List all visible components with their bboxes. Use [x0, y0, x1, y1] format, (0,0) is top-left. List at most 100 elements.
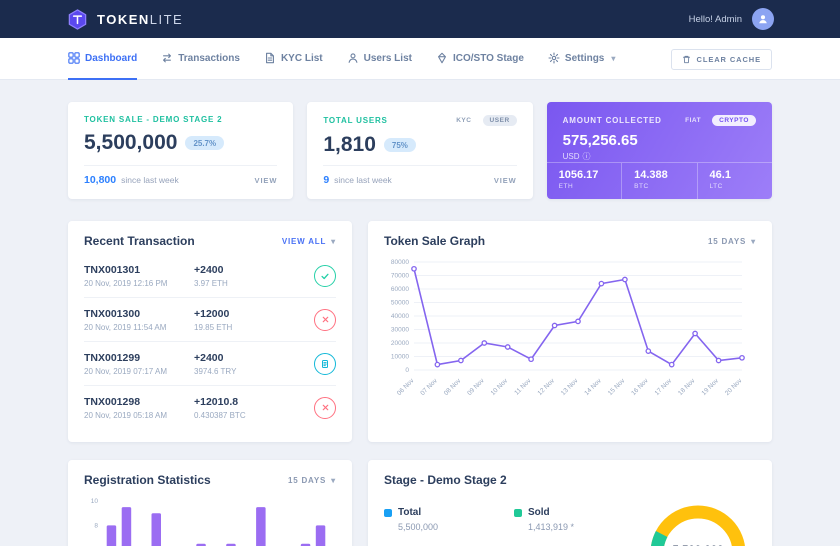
tab-users-list[interactable]: Users List [347, 38, 412, 80]
brand-logo-icon [66, 8, 89, 31]
legend-swatch [514, 508, 522, 517]
transaction-row[interactable]: TNX001301 20 Nov, 2019 12:16 PM +2400 3.… [84, 254, 336, 298]
total-users-value: 1,810 [323, 133, 376, 156]
stage-title: Stage - Demo Stage 2 [384, 473, 507, 487]
ltc-collected: 46.1 LTC [696, 163, 772, 199]
svg-text:16 Nov: 16 Nov [630, 377, 650, 397]
trash-icon [682, 55, 691, 64]
total-users-card: TOTAL USERS KYC USER 1,810 75% 9 since l… [307, 102, 533, 199]
total-users-view-link[interactable]: VIEW [493, 176, 517, 185]
document-icon [264, 52, 276, 64]
eth-collected: 1056.17 ETH [558, 169, 599, 190]
svg-text:70000: 70000 [391, 273, 409, 280]
svg-text:10: 10 [91, 498, 99, 505]
token-sale-chart: 0 10000 20000 30000 40000 50000 60000 70000 8000… [391, 259, 745, 397]
status-rejected-icon[interactable] [314, 396, 336, 419]
tab-settings[interactable]: Settings ▾ [548, 38, 615, 80]
brand[interactable]: TOKENLITE [66, 8, 183, 31]
nav-label: Transactions [178, 52, 240, 64]
kyc-tag[interactable]: KYC [456, 117, 472, 124]
token-sale-value: 5,500,000 [84, 131, 178, 154]
svg-text:09 Nov: 09 Nov [466, 377, 486, 397]
user-avatar[interactable] [752, 8, 774, 30]
svg-text:12 Nov: 12 Nov [536, 377, 556, 397]
svg-text:17 Nov: 17 Nov [654, 377, 674, 397]
stage-donut: 5,500,000 TLE [646, 501, 756, 546]
transaction-row[interactable]: TNX001298 20 Nov, 2019 05:18 AM +12010.8… [84, 386, 336, 429]
user-icon [347, 52, 359, 64]
tab-transactions[interactable]: Transactions [161, 38, 240, 80]
range-selector[interactable]: 15 DAYS ▾ [707, 236, 756, 246]
user-tag[interactable]: USER [482, 115, 517, 126]
nav-label: Settings [564, 52, 605, 64]
total-users-percent-badge: 75% [383, 138, 416, 152]
status-pending-icon[interactable] [314, 352, 336, 375]
main-nav: Dashboard Transactions KYC List Users Li… [68, 38, 615, 80]
token-sale-percent-badge: 25.7% [185, 136, 225, 150]
legend-swatch [384, 508, 392, 517]
legend-item-total: Total 5,500,000 [384, 507, 506, 532]
range-selector[interactable]: 15 DAYS ▾ [287, 475, 336, 485]
swap-arrows-icon [161, 52, 173, 64]
registration-chart: 246810 [91, 498, 326, 546]
nav-label: ICO/STO Stage [452, 52, 524, 64]
tab-ico-sto-stage[interactable]: ICO/STO Stage [436, 38, 524, 80]
token-sale-graph-card: Token Sale Graph 15 DAYS ▾ 0 10000 20000 30… [368, 221, 772, 442]
tab-kyc-list[interactable]: KYC List [264, 38, 323, 80]
btc-collected: 14.388 BTC [621, 163, 696, 199]
nav-label: Users List [363, 52, 412, 64]
clear-cache-button[interactable]: CLEAR CACHE [670, 48, 772, 70]
token-sale-title: TOKEN SALE - DEMO STAGE 2 [84, 115, 223, 124]
stage-legend: Total 5,500,000 Sold 1,413,919 * Sale % … [384, 501, 636, 546]
stage-card: Stage - Demo Stage 2 Total 5,500,000 Sol… [368, 460, 772, 546]
svg-text:10 Nov: 10 Nov [490, 377, 510, 397]
svg-text:80000: 80000 [391, 259, 409, 266]
status-approved-icon[interactable] [314, 264, 336, 287]
amount-collected-card: AMOUNT COLLECTED FIAT CRYPTO 575,256.65 … [546, 102, 772, 199]
recent-transactions-card: Recent Transaction VIEW ALL ▾ TNX001301 … [68, 221, 352, 442]
token-sale-delta: 10,800 [84, 174, 117, 186]
svg-text:11 Nov: 11 Nov [513, 377, 533, 397]
svg-text:10000: 10000 [391, 354, 409, 361]
nav-label: Dashboard [85, 52, 138, 64]
svg-text:07 Nov: 07 Nov [419, 377, 439, 397]
gem-icon [436, 52, 448, 64]
svg-text:8: 8 [94, 522, 98, 529]
total-users-title: TOTAL USERS [323, 116, 388, 125]
registration-statistics-card: Registration Statistics 15 DAYS ▾ 246810 [68, 460, 352, 546]
svg-text:0: 0 [405, 367, 409, 374]
registration-statistics-title: Registration Statistics [84, 473, 211, 487]
crypto-tag[interactable]: CRYPTO [712, 115, 756, 126]
chevron-down-icon: ▾ [751, 236, 756, 246]
svg-text:40000: 40000 [391, 313, 409, 320]
topbar: TOKENLITE Hello! Admin [0, 0, 840, 38]
svg-text:20000: 20000 [391, 340, 409, 347]
token-sale-card: TOKEN SALE - DEMO STAGE 2 5,500,000 25.7… [68, 102, 294, 199]
status-rejected-icon[interactable] [314, 308, 336, 331]
svg-text:14 Nov: 14 Nov [583, 377, 603, 397]
token-sale-view-link[interactable]: VIEW [254, 176, 278, 185]
svg-text:13 Nov: 13 Nov [560, 377, 580, 397]
chevron-down-icon: ▾ [331, 475, 336, 485]
currency-label: USD [562, 152, 580, 161]
chevron-down-icon: ▾ [611, 53, 616, 63]
legend-item-sold: Sold 1,413,919 * [514, 507, 636, 532]
view-all-link[interactable]: VIEW ALL ▾ [281, 236, 336, 246]
svg-text:08 Nov: 08 Nov [443, 377, 463, 397]
svg-text:15 Nov: 15 Nov [607, 377, 627, 397]
total-users-delta: 9 [323, 174, 330, 186]
tab-dashboard[interactable]: Dashboard [68, 38, 138, 80]
clear-cache-label: CLEAR CACHE [696, 54, 761, 64]
info-icon[interactable]: ⓘ [582, 152, 591, 161]
fiat-tag[interactable]: FIAT [685, 117, 702, 124]
svg-text:60000: 60000 [391, 286, 409, 293]
delta-note: since last week [121, 175, 179, 185]
svg-text:19 Nov: 19 Nov [700, 377, 720, 397]
transaction-row[interactable]: TNX001299 20 Nov, 2019 07:17 AM +2400 39… [84, 342, 336, 386]
svg-text:50000: 50000 [391, 300, 409, 307]
amount-collected-value: 575,256.65 [562, 132, 638, 149]
greeting-text: Hello! Admin [688, 13, 742, 25]
svg-text:06 Nov: 06 Nov [396, 377, 416, 397]
token-sale-graph-title: Token Sale Graph [384, 234, 486, 248]
transaction-row[interactable]: TNX001300 20 Nov, 2019 11:54 AM +12000 1… [84, 298, 336, 342]
